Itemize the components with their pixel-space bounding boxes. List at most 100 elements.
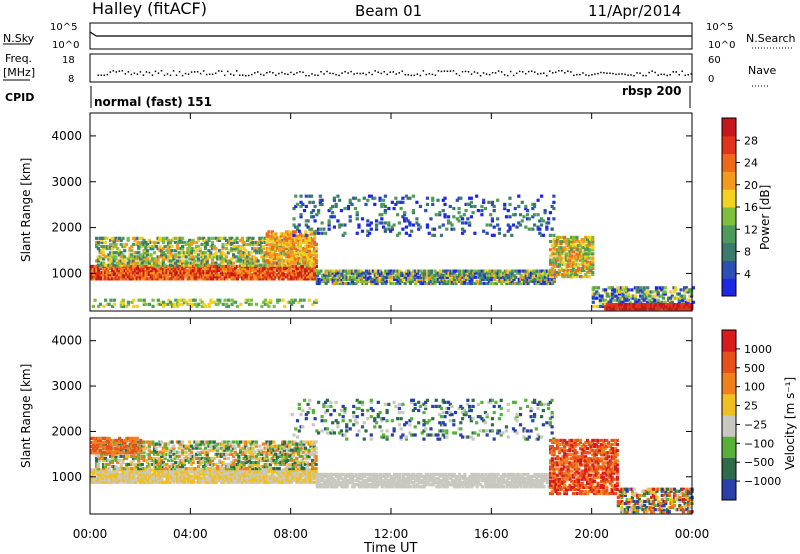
range-cell (202, 474, 206, 478)
range-cell (109, 259, 113, 263)
range-cell (181, 448, 185, 452)
range-cell (263, 261, 267, 265)
range-cell (147, 448, 151, 452)
power-ylabel: Slant Range [km] (19, 158, 33, 262)
range-cell (230, 249, 234, 253)
range-cell (242, 273, 246, 277)
range-cell (95, 271, 99, 275)
range-cell (302, 271, 306, 275)
range-cell (191, 275, 196, 279)
range-cell (182, 263, 187, 267)
range-cell (251, 470, 255, 474)
range-cell (156, 472, 160, 476)
range-cell (632, 296, 636, 300)
range-cell (312, 472, 317, 476)
range-cell (349, 271, 353, 275)
range-cell (270, 277, 275, 281)
range-cell (130, 257, 134, 261)
range-cell (578, 242, 583, 246)
range-cell (517, 204, 521, 209)
range-cell (315, 271, 319, 275)
range-cell (204, 480, 208, 484)
range-cell (663, 290, 667, 294)
range-cell (644, 307, 648, 311)
range-cell (305, 266, 310, 271)
range-cell (593, 296, 597, 300)
range-cell (218, 273, 222, 277)
range-cell (267, 266, 271, 271)
range-cell (612, 288, 616, 292)
range-cell (500, 273, 504, 277)
range-cell (639, 305, 643, 309)
range-cell (147, 462, 151, 467)
range-cell (144, 277, 148, 281)
range-cell (309, 194, 314, 198)
range-cell (304, 480, 308, 484)
range-cell (549, 281, 553, 286)
freq-point (214, 72, 217, 74)
range-cell (204, 266, 208, 271)
range-cell (284, 246, 289, 251)
range-cell (147, 468, 152, 472)
range-cell (233, 470, 238, 474)
range-cell (246, 275, 250, 279)
range-cell (277, 472, 282, 476)
range-cell (104, 476, 108, 480)
freq-point (410, 74, 413, 77)
range-cell (102, 474, 106, 478)
range-cell (503, 271, 507, 275)
freq-point (543, 72, 545, 74)
range-cell (544, 269, 548, 273)
range-cell (109, 277, 113, 281)
range-cell (93, 266, 97, 271)
range-cell (149, 468, 153, 472)
range-cell (153, 275, 157, 279)
range-cell (191, 257, 195, 261)
range-cell (130, 478, 134, 482)
range-cell (149, 240, 153, 245)
range-cell (244, 298, 248, 302)
freq-point (633, 74, 635, 77)
range-cell (431, 281, 435, 286)
range-cell (570, 244, 574, 248)
range-cell (582, 275, 586, 279)
range-cell (174, 466, 178, 471)
range-cell (284, 472, 289, 476)
range-cell (135, 472, 139, 476)
range-cell (258, 247, 262, 251)
range-cell (183, 478, 187, 482)
range-cell (585, 237, 590, 242)
range-cell (142, 253, 146, 257)
range-cell (500, 281, 504, 286)
range-cell (459, 196, 463, 200)
range-cell (235, 277, 239, 281)
range-cell (359, 277, 363, 281)
range-cell (672, 302, 676, 307)
range-cell (241, 271, 245, 275)
range-cell (123, 244, 127, 249)
range-cell (456, 279, 460, 284)
range-cell (156, 236, 160, 240)
range-cell (338, 225, 342, 229)
range-cell (241, 472, 245, 476)
range-cell (276, 300, 280, 304)
range-cell (181, 259, 185, 263)
range-cell (93, 470, 97, 474)
range-cell (584, 244, 588, 248)
range-cell (627, 305, 631, 309)
range-cell (445, 281, 449, 286)
range-cell (161, 261, 165, 265)
range-cell (202, 253, 206, 257)
freq-point (383, 71, 385, 73)
range-cell (297, 300, 301, 304)
range-cell (193, 444, 197, 448)
range-cell (538, 277, 542, 281)
range-cell (209, 472, 213, 476)
range-cell (188, 302, 192, 306)
range-cell (260, 249, 264, 253)
range-cell (176, 480, 180, 484)
range-cell (290, 271, 294, 275)
range-cell (277, 253, 282, 257)
range-cell (490, 233, 495, 237)
range-cell (660, 305, 664, 309)
